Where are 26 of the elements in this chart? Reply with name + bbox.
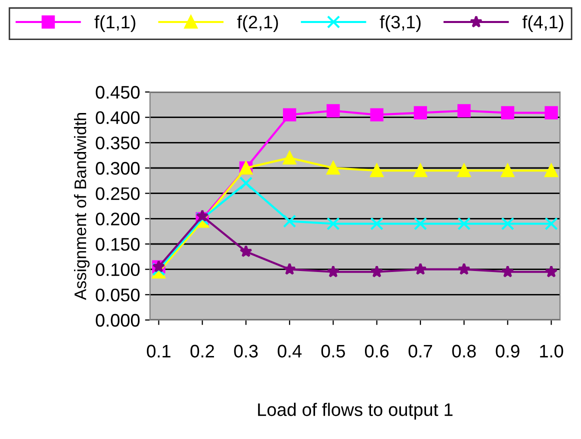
x-tick-label: 0.7 (408, 344, 432, 358)
x-tick-label: 1.0 (540, 344, 564, 358)
y-tick-label: 0.300 (96, 162, 140, 175)
y-tick-label: 0.400 (96, 111, 140, 124)
x-tick-label: 0.3 (234, 344, 258, 358)
x-tick-label: 0.1 (146, 344, 170, 358)
x-tick-label: 0.2 (190, 344, 214, 358)
legend-label: f(1,1) (94, 15, 136, 32)
x-tick-label: 0.4 (278, 344, 302, 358)
legend-label: f(2,1) (237, 15, 278, 32)
y-axis-title: Assignment of Bandwidth (74, 113, 90, 300)
y-tick-label: 0.350 (96, 136, 140, 150)
x-tick-label: 0.6 (364, 344, 389, 358)
y-tick-label: 0.450 (96, 86, 140, 99)
x-tick-label: 0.5 (321, 344, 345, 358)
legend-label: f(3,1) (380, 15, 421, 32)
y-tick-label: 0.250 (96, 187, 140, 200)
y-tick-label: 0.100 (96, 263, 140, 276)
y-tick-label: 0.200 (96, 212, 140, 226)
x-axis-title: Load of flows to output 1 (258, 402, 452, 420)
y-tick-label: 0.150 (96, 238, 140, 251)
legend-label: f(4,1) (522, 15, 564, 32)
y-tick-label: 0.050 (96, 288, 140, 302)
x-tick-label: 0.9 (496, 344, 520, 358)
y-tick-label: 0.000 (96, 314, 140, 327)
x-tick-label: 0.8 (452, 344, 476, 358)
